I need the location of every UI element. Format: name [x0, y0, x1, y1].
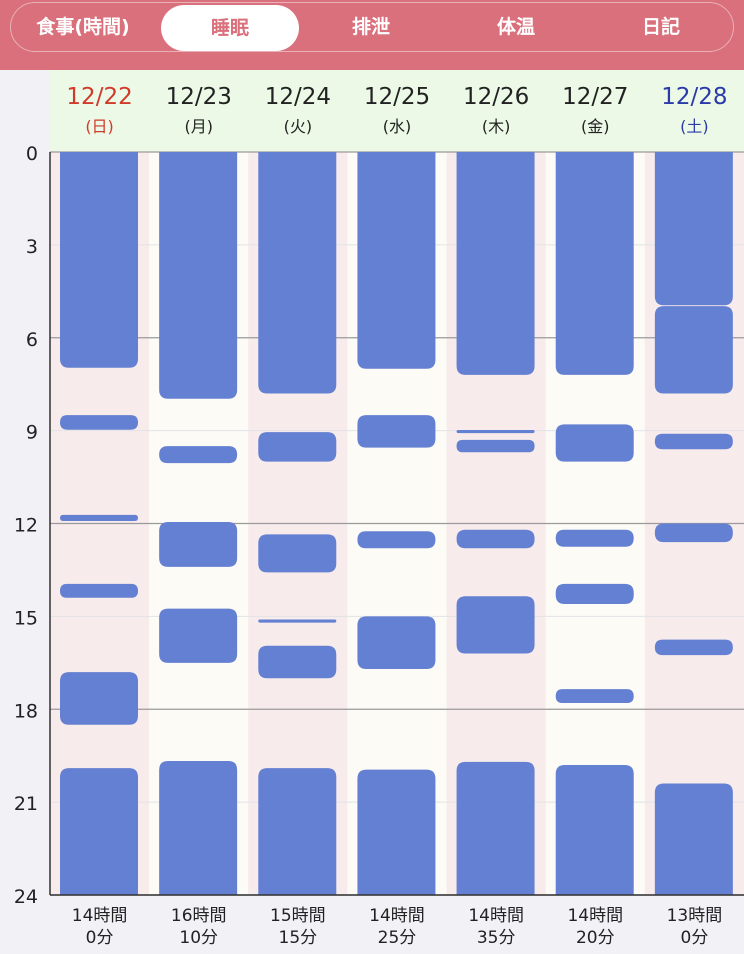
total-minutes-label: 20分 [576, 928, 615, 948]
y-tick-label: 0 [26, 143, 38, 165]
sleep-segment-bar [555, 529, 634, 547]
sleep-segment-bar [60, 672, 138, 725]
category-tabs: 食事(時間) 睡眠 排泄 体温 日記 [10, 2, 734, 52]
weekday-label: (水) [383, 117, 412, 136]
sleep-segment-bar [258, 432, 337, 462]
y-tick-label: 24 [14, 886, 38, 908]
total-hours-label: 14時間 [369, 906, 425, 926]
tab-meal-time[interactable]: 食事(時間) [36, 16, 130, 38]
sleep-segment-bar [555, 583, 634, 604]
sleep-segment-bar [654, 523, 733, 543]
y-tick-label: 9 [26, 422, 38, 444]
tab-diary[interactable]: 日記 [641, 16, 680, 38]
sleep-chart-area: 0 3 6 9 12 15 18 21 24 12/22 (日) 14時間 0分 12/23 (月) 16時間… [0, 70, 744, 954]
sleep-segment-bar [555, 689, 634, 704]
sleep-segment-bar [555, 152, 634, 375]
tab-sleep[interactable]: 睡眠 [161, 5, 299, 51]
total-hours-label: 15時間 [270, 906, 326, 926]
total-minutes-label: 10分 [179, 928, 218, 948]
sleep-segment-bar [456, 152, 535, 375]
y-tick-label: 12 [14, 515, 38, 537]
sleep-segment-bar [357, 616, 436, 670]
sleep-segment-bar [654, 783, 733, 895]
total-minutes-label: 25分 [378, 928, 417, 948]
sleep-segment-bar [357, 152, 436, 369]
total-hours-label: 14時間 [468, 906, 524, 926]
sleep-segment-bar [60, 415, 138, 430]
date-label: 12/28 [661, 84, 727, 110]
y-tick-label: 18 [14, 700, 38, 722]
sleep-segment-bar [60, 768, 138, 895]
sleep-segment-bar [357, 415, 436, 448]
sleep-segment-bar [60, 514, 138, 522]
weekday-label: (月) [184, 117, 213, 136]
tab-temperature[interactable]: 体温 [496, 16, 535, 38]
sleep-segment-bar [456, 529, 535, 549]
sleep-segment-bar [654, 433, 733, 450]
sleep-segment-bar [456, 761, 535, 895]
sleep-segment-bar [654, 152, 733, 306]
sleep-segment-bar [555, 424, 634, 462]
sleep-chart: 0369121518212412/22(日)14時間0分12/23(月)16時間… [14, 70, 744, 948]
sleep-segment-bar [456, 430, 535, 434]
sleep-segment-bar [555, 764, 634, 895]
sleep-segment-bar [456, 596, 535, 654]
date-label: 12/26 [463, 84, 529, 110]
sleep-segment-bar [159, 521, 238, 567]
total-minutes-label: 35分 [477, 928, 516, 948]
weekday-label: (土) [680, 117, 709, 136]
sleep-segment-bar [357, 531, 436, 549]
date-label: 12/27 [562, 84, 628, 110]
tab-excretion[interactable]: 排泄 [351, 16, 390, 38]
top-nav-bar: 食事(時間) 睡眠 排泄 体温 日記 [0, 0, 744, 70]
date-label: 12/23 [166, 84, 232, 110]
date-label: 12/25 [364, 84, 430, 110]
sleep-segment-bar [159, 760, 238, 895]
total-hours-label: 16時間 [171, 906, 227, 926]
total-minutes-label: 0分 [681, 928, 709, 948]
total-minutes-label: 15分 [279, 928, 318, 948]
sleep-segment-bar [258, 152, 337, 394]
weekday-label: (日) [85, 117, 114, 136]
sleep-segment-bar [159, 152, 238, 399]
total-hours-label: 14時間 [567, 906, 623, 926]
sleep-segment-bar [159, 446, 238, 464]
date-label: 12/24 [265, 84, 331, 110]
sleep-segment-bar [159, 608, 238, 663]
sleep-segment-bar [60, 583, 138, 598]
total-hours-label: 14時間 [72, 906, 128, 926]
weekday-label: (木) [482, 117, 511, 136]
sleep-segment-bar [357, 769, 436, 895]
date-label: 12/22 [66, 84, 132, 110]
sleep-segment-bar [654, 639, 733, 656]
y-tick-label: 6 [26, 329, 38, 351]
sleep-segment-bar [654, 306, 733, 394]
date-header-band [50, 70, 744, 152]
sleep-segment-bar [60, 152, 138, 368]
y-tick-label: 21 [14, 793, 38, 815]
total-hours-label: 13時間 [667, 906, 723, 926]
sleep-segment-bar [258, 619, 337, 623]
y-tick-label: 3 [26, 236, 38, 258]
y-tick-label: 15 [14, 607, 38, 629]
weekday-label: (金) [581, 117, 610, 136]
total-minutes-label: 0分 [86, 928, 114, 948]
sleep-segment-bar [258, 645, 337, 679]
sleep-segment-bar [456, 439, 535, 453]
sleep-segment-bar [258, 534, 337, 573]
sleep-segment-bar [258, 768, 337, 895]
weekday-label: (火) [284, 117, 313, 136]
